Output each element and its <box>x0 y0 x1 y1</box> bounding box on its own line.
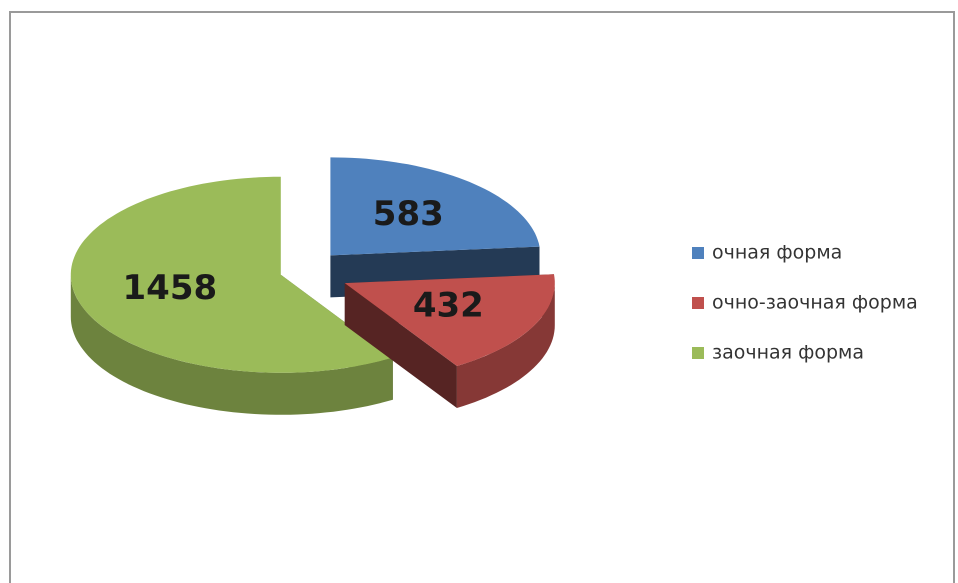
data-label: 432 <box>413 285 484 325</box>
data-label: 1458 <box>123 268 218 308</box>
slice-wall <box>70 274 393 415</box>
legend-label: заочная форма <box>712 342 864 364</box>
legend-label: очная форма <box>712 242 842 264</box>
slice-top <box>344 274 555 366</box>
slice-side <box>344 283 457 408</box>
slice-wall <box>456 283 555 408</box>
pie-slice <box>70 176 393 415</box>
legend-swatch <box>692 297 704 309</box>
legend-swatch <box>692 347 704 359</box>
data-label: 583 <box>373 194 444 234</box>
slice-top <box>70 176 393 373</box>
slice-top <box>330 157 540 256</box>
pie-slice <box>344 274 555 408</box>
legend-label: очно-заочная форма <box>712 292 918 314</box>
legend-swatch <box>692 247 704 259</box>
